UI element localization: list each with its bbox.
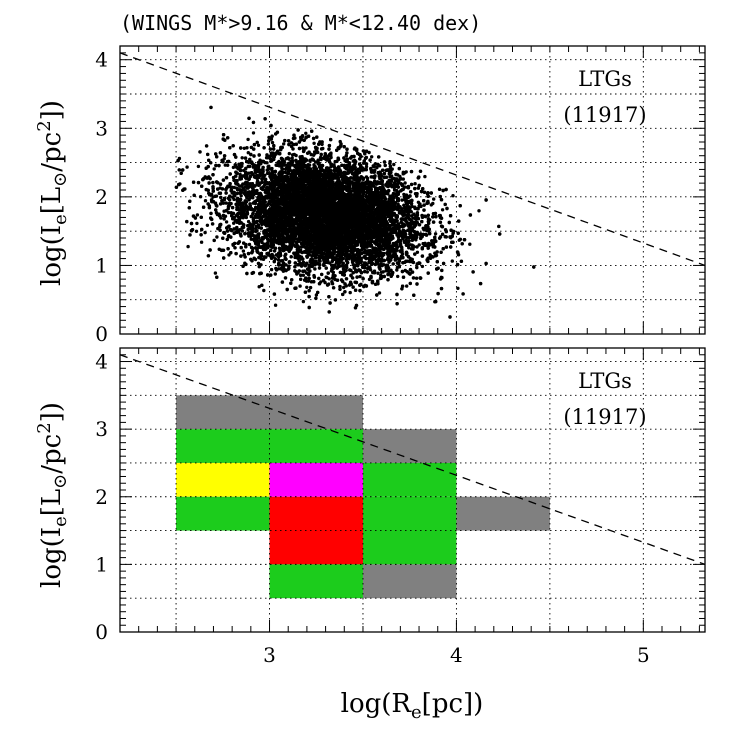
scatter-point <box>327 277 331 281</box>
scatter-point <box>395 268 399 272</box>
scatter-point <box>431 201 435 206</box>
scatter-point <box>407 246 411 250</box>
scatter-point <box>262 288 266 293</box>
scatter-point <box>456 286 460 290</box>
scatter-point <box>185 165 189 169</box>
scatter-point <box>235 191 239 196</box>
scatter-point <box>282 142 286 146</box>
scatter-point <box>348 290 352 295</box>
scatter-point <box>358 274 362 279</box>
scatter-point <box>195 221 199 226</box>
scatter-point <box>203 230 207 235</box>
scatter-point <box>254 227 258 231</box>
scatter-points <box>174 105 536 319</box>
scatter-point <box>205 223 210 227</box>
scatter-point <box>199 240 204 244</box>
scatter-point <box>256 143 261 147</box>
scatter-point <box>229 188 234 192</box>
scatter-point <box>195 213 200 217</box>
scatter-point <box>413 182 417 186</box>
scatter-point <box>405 284 409 288</box>
scatter-point <box>432 197 436 201</box>
scatter-point <box>301 299 306 304</box>
scatter-point <box>304 146 308 150</box>
scatter-point <box>226 163 230 167</box>
scatter-point <box>312 141 316 145</box>
scatter-point <box>367 150 371 155</box>
scatter-point <box>293 269 297 273</box>
scatter-point <box>196 164 201 169</box>
scatter-point <box>247 171 251 175</box>
scatter-point <box>270 140 275 145</box>
scatter-point <box>240 156 244 160</box>
scatter-point <box>273 272 277 276</box>
scatter-point <box>365 266 370 271</box>
scatter-point <box>215 235 219 239</box>
scatter-point <box>365 270 369 274</box>
scatter-point <box>414 276 419 280</box>
scatter-point <box>186 244 190 249</box>
scatter-point <box>246 137 250 142</box>
scatter-point <box>450 259 454 263</box>
scatter-point <box>468 242 472 246</box>
figure-title: (WINGS M*>9.16 & M*<12.40 dex) <box>120 11 481 35</box>
scatter-point <box>308 285 313 290</box>
scatter-point <box>433 232 438 236</box>
scatter-point <box>246 151 250 155</box>
scatter-point <box>403 181 407 185</box>
scatter-point <box>226 210 231 215</box>
scatter-point <box>242 146 246 150</box>
scatter-point <box>396 202 400 207</box>
scatter-point <box>451 194 455 198</box>
scatter-point <box>440 208 445 212</box>
scatter-point <box>330 280 334 284</box>
scatter-point <box>304 131 308 135</box>
scatter-point <box>457 238 461 242</box>
scatter-point <box>224 201 228 205</box>
scatter-point <box>287 151 291 156</box>
scatter-point <box>305 285 309 289</box>
top-panel: LTGs (11917) <box>119 45 706 335</box>
scatter-point <box>342 285 346 290</box>
scatter-point <box>251 131 256 135</box>
scatter-point <box>212 167 216 171</box>
scatter-point <box>269 267 274 272</box>
scatter-point <box>301 273 305 277</box>
scatter-point <box>415 250 420 254</box>
scatter-point <box>231 165 236 170</box>
scatter-point <box>290 153 295 157</box>
scatter-point <box>294 153 298 158</box>
scatter-point <box>420 264 425 269</box>
scatter-point <box>257 285 261 289</box>
scatter-point <box>266 142 271 146</box>
scatter-point <box>417 243 421 247</box>
scatter-point <box>477 209 481 213</box>
scatter-point <box>232 185 236 190</box>
scatter-point <box>203 199 208 203</box>
scatter-point <box>224 220 229 224</box>
scatter-point <box>377 291 382 295</box>
scatter-point <box>314 293 319 297</box>
scatter-point <box>240 229 245 233</box>
scatter-point <box>221 201 226 205</box>
scatter-point <box>232 221 236 225</box>
scatter-point <box>213 271 218 275</box>
scatter-point <box>290 156 294 160</box>
scatter-point <box>273 303 278 307</box>
scatter-point <box>247 242 252 247</box>
scatter-point <box>241 249 246 253</box>
scatter-point <box>298 284 302 288</box>
scatter-point <box>423 174 427 179</box>
scatter-point <box>370 155 374 159</box>
scatter-point <box>392 162 396 167</box>
scatter-point <box>376 271 380 275</box>
scatter-point <box>396 274 400 279</box>
scatter-point <box>364 164 369 169</box>
